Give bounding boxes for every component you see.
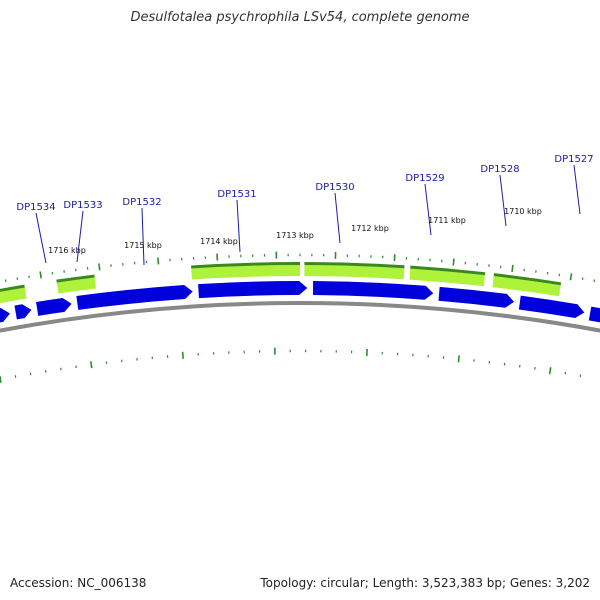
outer-tick-track [4,251,596,283]
blue-gene-arrow [588,306,600,323]
blue-gene-arrow [312,281,434,300]
kbp-label: 1710 kbp [504,207,542,216]
gene-leader-line [424,183,432,236]
gene-leader-line [35,212,47,264]
gene-label: DP1529 [405,173,444,184]
major-tick [457,355,460,363]
gene-label: DP1530 [315,182,354,193]
gene-label: DP1531 [217,189,256,200]
green-gene-edge [410,265,486,276]
page-title: Desulfotalea psychrophila LSv54, complet… [130,10,470,25]
blue-gene-arrow [36,297,72,316]
kbp-label: 1712 kbp [351,224,389,233]
green-gene-block [304,265,405,280]
kbp-label: 1713 kbp [276,231,314,240]
green-gene-track [0,262,562,304]
gene-label: DP1532 [122,197,161,208]
major-tick [548,367,552,375]
accession-text: Accession: NC_006138 [10,576,147,590]
blue-gene-arrow [0,308,10,323]
genome-backbone [0,301,600,333]
major-tick [39,271,43,279]
green-gene-block [191,265,300,280]
kbp-label: 1711 kbp [428,216,466,225]
green-gene-edge [493,273,562,286]
gene-leader-line [499,174,507,227]
gene-leader-line [334,192,341,244]
kbp-label: 1714 kbp [200,237,238,246]
major-tick [181,351,184,359]
blue-gene-arrow [518,295,585,319]
major-tick [569,273,573,281]
blue-gene-arrow [76,285,193,310]
major-tick [98,263,101,271]
genome-summary-text: Topology: circular; Length: 3,523,383 bp… [260,576,590,590]
blue-gene-arrow [438,286,515,308]
green-gene-block [492,276,561,297]
green-gene-edge [56,274,95,283]
gene-leader-line [141,207,145,266]
major-tick [0,375,2,383]
green-gene-block [0,287,27,304]
gene-leader-line [573,164,581,215]
gene-label-group: DP1527 DP1528 DP1529 DP1530 DP1531 DP1532 DP15… [16,154,594,266]
blue-gene-track [0,281,600,323]
blue-gene-arrow [198,281,308,299]
gene-label: DP1527 [554,154,593,165]
green-gene-block [56,277,96,294]
gene-leader-line [236,199,241,253]
gene-leader-line [76,210,84,263]
gene-label: DP1533 [63,200,102,211]
major-tick [157,257,160,265]
gene-label: DP1528 [480,164,519,175]
inner-tick-track [0,347,582,383]
kbp-label-group: 1710 kbp 1711 kbp 1712 kbp 1713 kbp 1714 kbp… [48,207,542,255]
kbp-label: 1716 kbp [48,246,86,255]
green-gene-edge [304,262,405,269]
major-tick [511,264,514,272]
green-gene-edge [191,262,300,269]
green-gene-edge [0,284,25,292]
green-gene-block [409,268,485,287]
blue-gene-arrow [14,304,32,320]
major-tick [90,361,93,369]
kbp-label: 1715 kbp [124,241,162,250]
major-tick [452,258,455,266]
gene-label: DP1534 [16,202,55,213]
